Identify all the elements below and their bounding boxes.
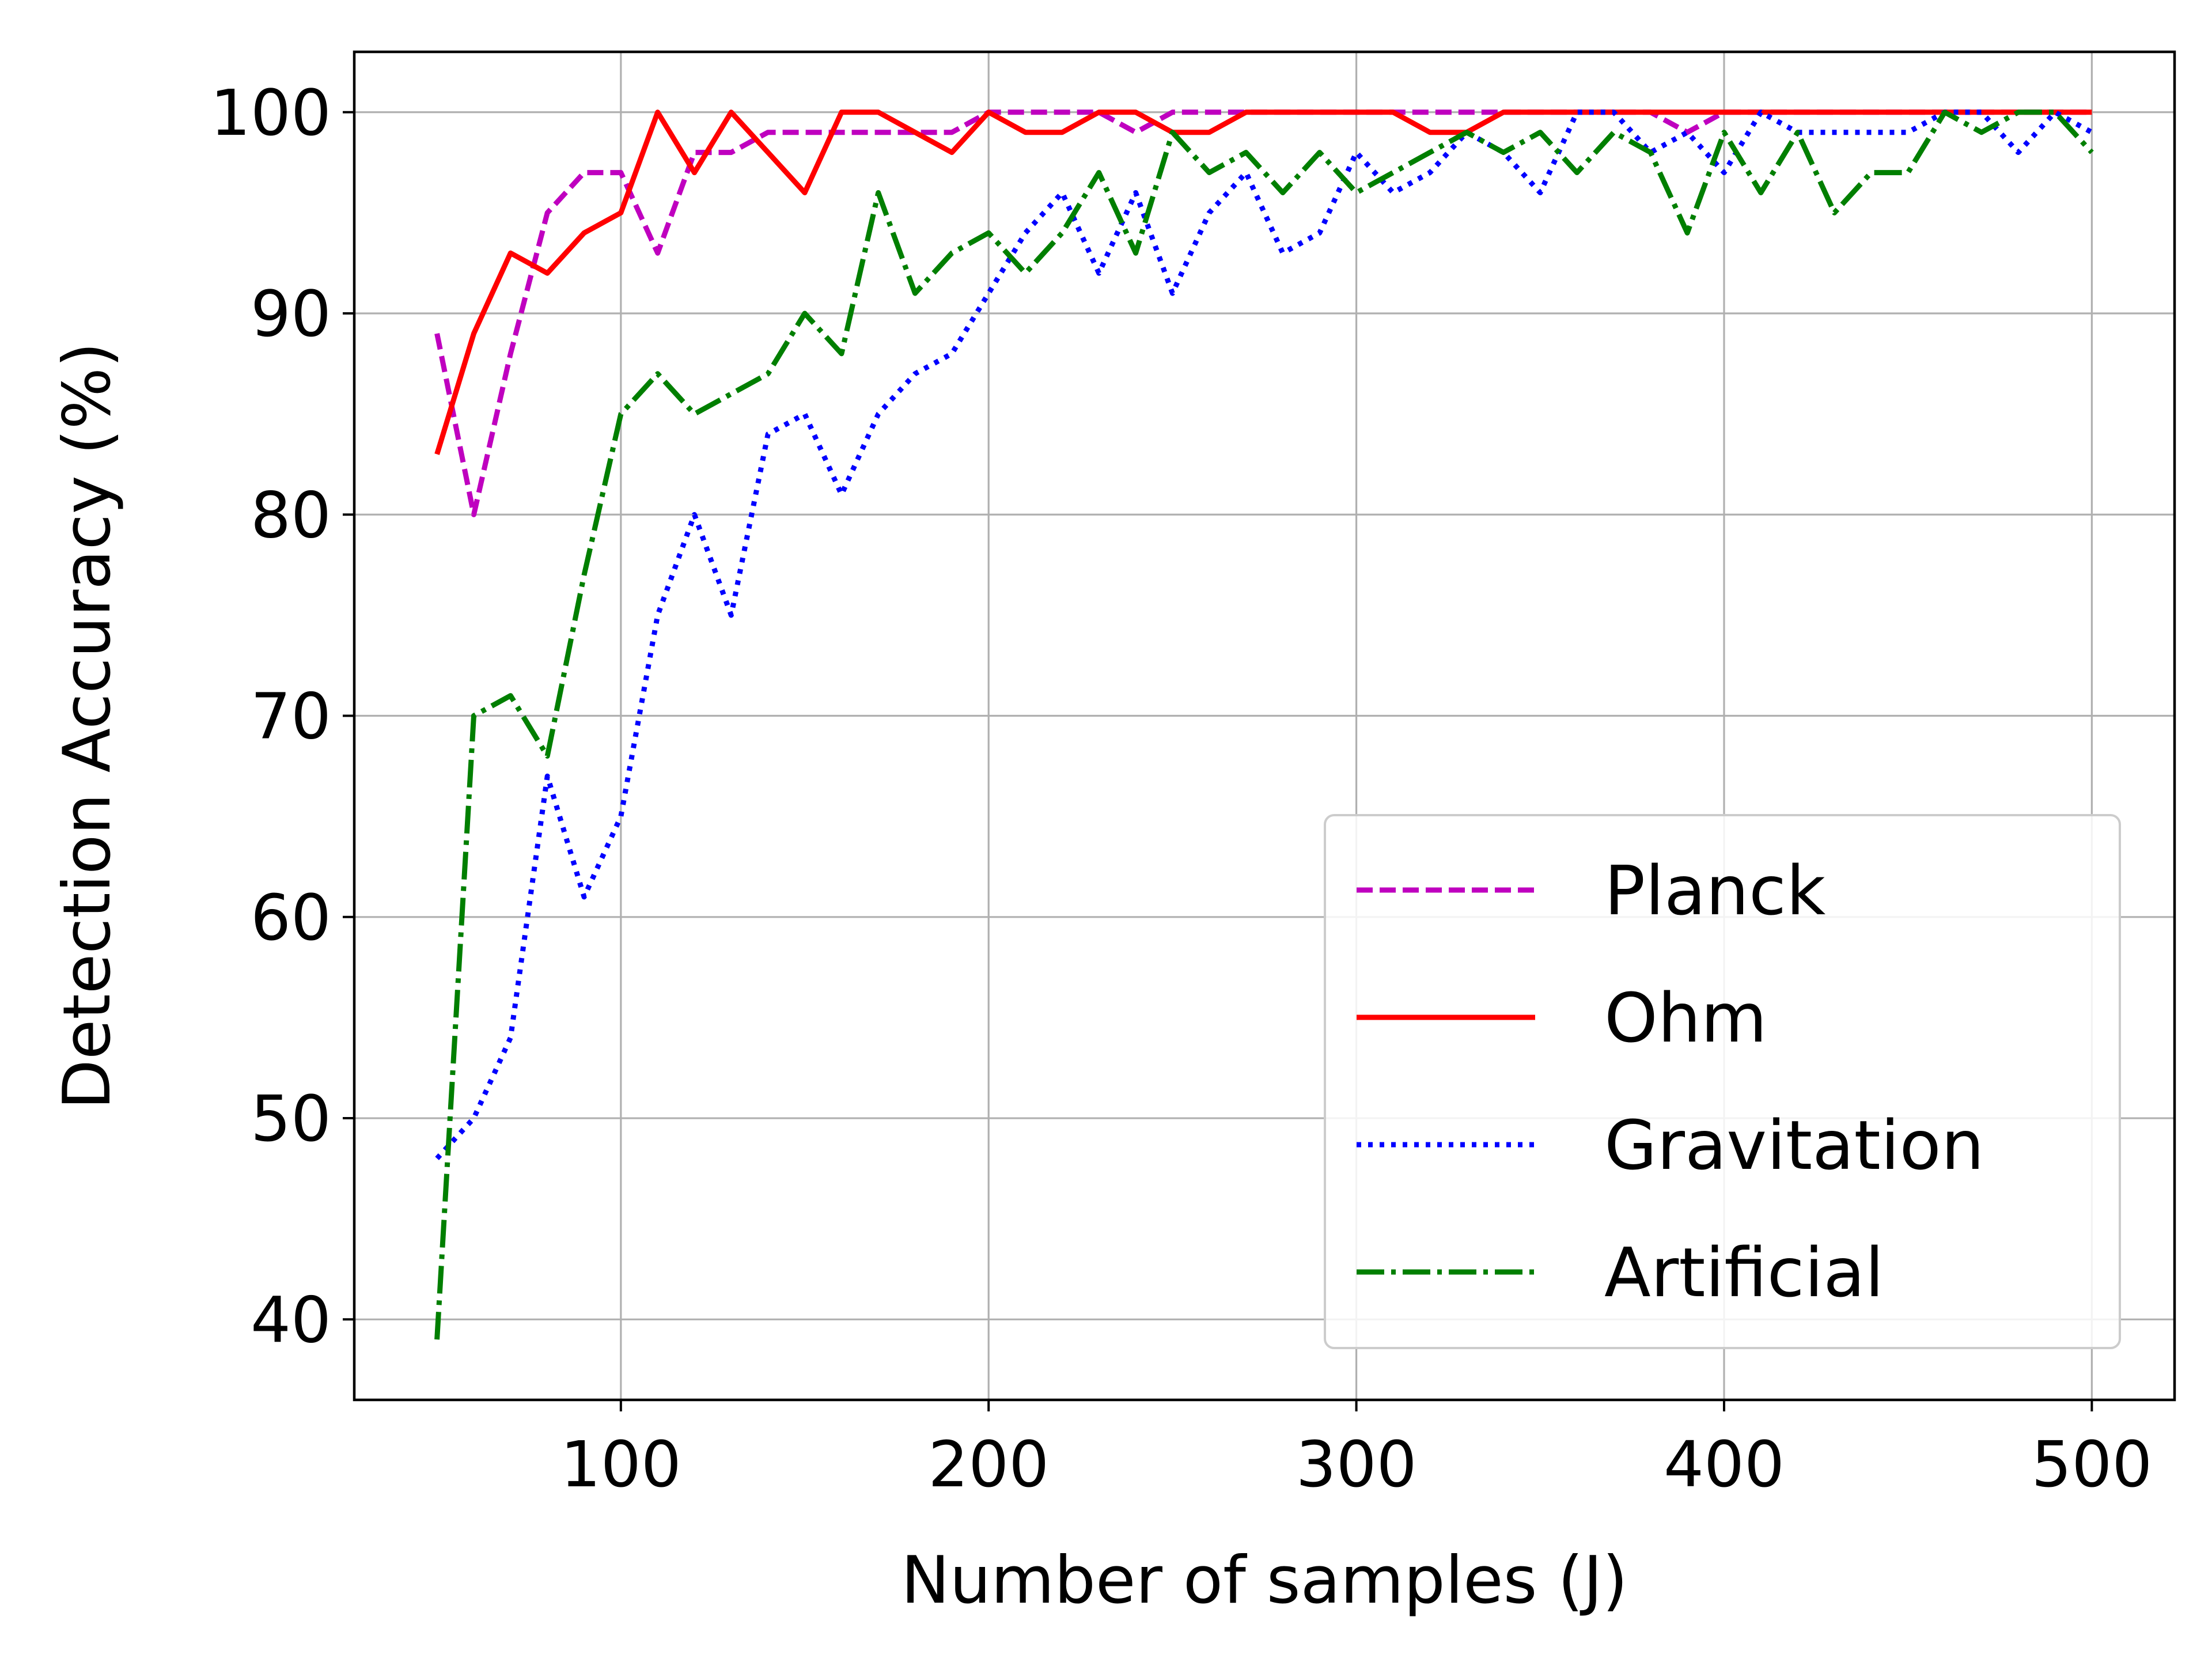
x-tick-label: 100: [560, 1428, 681, 1501]
y-axis-title: Detection Accuracy (%): [49, 342, 125, 1110]
y-tick-label: 40: [251, 1283, 331, 1357]
x-tick-label: 300: [1296, 1428, 1417, 1501]
legend-label: Artificial: [1604, 1233, 1884, 1312]
legend: Planck Ohm Gravitation Artificial: [1324, 814, 2121, 1349]
y-tick-label: 90: [251, 277, 331, 351]
grid: [354, 52, 2175, 1400]
plot-frame: [353, 50, 2176, 1402]
axis-ticks: 100 200 300 400 500 40 50 60 70 80 90 100: [210, 76, 2152, 1501]
legend-box: [1324, 814, 2121, 1349]
x-tick-label: 400: [1664, 1428, 1785, 1501]
y-tick-label: 80: [251, 478, 331, 552]
x-tick-label: 500: [2031, 1428, 2152, 1501]
legend-label: Planck: [1604, 851, 1825, 930]
y-tick-label: 60: [251, 881, 331, 955]
series-line-ohm: [434, 109, 2092, 455]
y-tick-label: 100: [210, 76, 331, 150]
y-tick-label: 70: [251, 680, 331, 754]
legend-label: Gravitation: [1604, 1106, 1984, 1185]
legend-label: Ohm: [1604, 978, 1767, 1058]
series-layer: [434, 109, 2094, 1340]
y-tick-label: 50: [251, 1082, 331, 1156]
series-line-artificial: [434, 109, 2094, 1340]
x-tick-label: 200: [928, 1428, 1049, 1501]
x-axis-title: Number of samples (J): [901, 1542, 1628, 1618]
